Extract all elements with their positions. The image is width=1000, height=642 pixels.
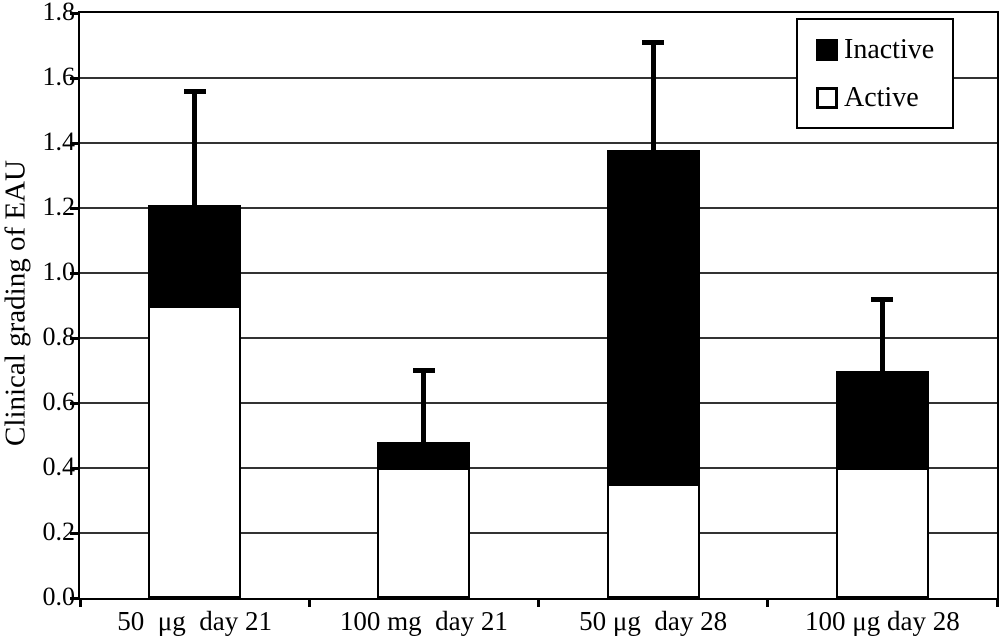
y-tick-label: 1.2 — [42, 191, 76, 221]
y-tick — [70, 401, 80, 405]
y-tick — [70, 11, 80, 15]
gridline — [80, 207, 997, 209]
bar-segment-active — [377, 468, 471, 598]
x-tick — [307, 598, 311, 607]
x-category-label: 100 mg day 21 — [339, 606, 508, 636]
legend-item-active: Active — [816, 81, 952, 113]
gridline — [80, 142, 997, 144]
error-bar-line — [421, 370, 427, 442]
legend-item-inactive: Inactive — [816, 33, 952, 65]
bar-segment-inactive — [835, 370, 929, 468]
error-bar-line — [650, 42, 656, 150]
y-tick — [70, 271, 80, 275]
y-tick — [70, 596, 80, 600]
x-tick — [537, 598, 540, 607]
bar-segment-inactive — [148, 204, 242, 306]
error-bar-cap — [183, 88, 206, 94]
bar-segment-inactive — [377, 442, 471, 468]
x-tick — [78, 598, 82, 607]
bar-segment-inactive — [606, 149, 700, 485]
y-tick-label: 0.6 — [42, 386, 76, 416]
y-tick-label: 1.8 — [42, 0, 76, 26]
legend-label-active: Active — [844, 81, 919, 113]
error-bar-cap — [412, 368, 435, 373]
error-bar-line — [192, 91, 198, 205]
y-tick — [70, 141, 80, 145]
x-category-label: 50 μg day 21 — [117, 606, 272, 636]
y-tick-label: 0.4 — [42, 451, 76, 481]
gridline — [80, 272, 997, 274]
legend-label-inactive: Inactive — [844, 33, 935, 65]
x-tick — [995, 598, 999, 607]
gridline — [80, 77, 997, 79]
gridline — [80, 467, 997, 469]
error-bar-cap — [871, 296, 894, 302]
bar-segment-active — [606, 484, 700, 598]
bar-segment-active — [835, 468, 929, 598]
y-tick-label: 1.6 — [42, 61, 76, 91]
y-tick-label: 0.0 — [42, 581, 76, 611]
bar-segment-active — [148, 305, 242, 598]
x-category-label: 100 μg day 28 — [805, 606, 960, 636]
y-tick-label: 1.0 — [42, 256, 76, 286]
y-tick — [70, 466, 80, 470]
y-tick — [70, 76, 80, 80]
gridline — [80, 532, 997, 534]
error-bar-line — [879, 299, 885, 371]
y-axis-title: Clinical grading of EAU — [0, 160, 32, 446]
legend-swatch-active — [816, 86, 838, 109]
y-tick — [70, 206, 80, 210]
legend: Inactive Active — [796, 18, 954, 129]
gridline — [80, 337, 997, 339]
y-tick — [70, 531, 80, 535]
y-tick — [70, 336, 80, 340]
x-tick — [766, 598, 770, 607]
y-tick-label: 1.4 — [42, 126, 76, 156]
error-bar-cap — [642, 39, 665, 45]
x-category-label: 50 μg day 28 — [579, 606, 728, 636]
y-tick-label: 0.8 — [42, 321, 76, 351]
y-tick-label: 0.2 — [42, 516, 76, 546]
legend-swatch-inactive — [816, 38, 838, 61]
gridline — [80, 402, 997, 404]
